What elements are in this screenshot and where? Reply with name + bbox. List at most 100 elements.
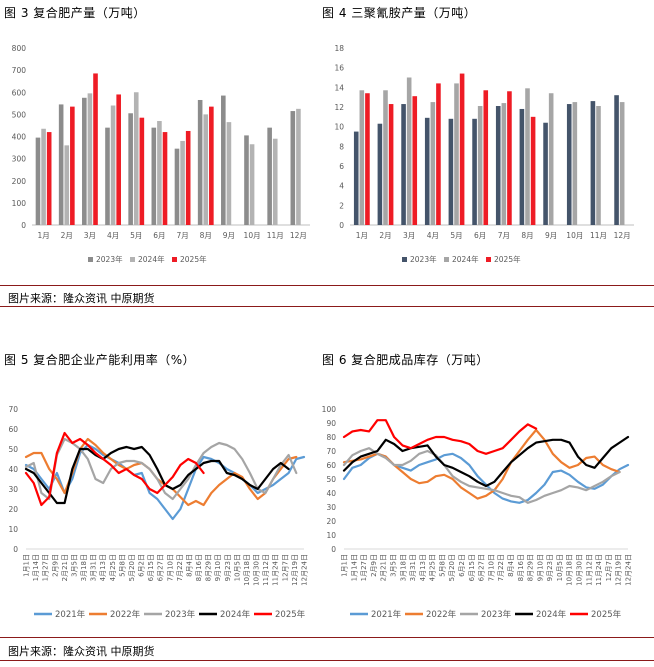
legend-label: 2024年 — [536, 609, 567, 620]
bar-2023年 — [377, 123, 383, 225]
bar-chart-compound-fertilizer-output: 0 100 200 300 400 500 600 700 800 1月 2月 3月 4月 5月 6月 7月 8… — [12, 44, 310, 264]
x-tick-label: 7月22日 — [176, 554, 184, 581]
bar-2024年 — [296, 108, 301, 225]
x-tick-label: 5月8日 — [118, 554, 126, 577]
x-tick-label: 11月12日 — [585, 554, 593, 586]
bar-2023年 — [174, 148, 180, 225]
x-tick-label: 4月13日 — [99, 554, 107, 581]
x-tick-label: 1月27日 — [360, 554, 368, 581]
x-tick-label: 9月23日 — [546, 554, 554, 581]
chart-title-fig4: 图 4 三聚氰胺产量（万吨） — [322, 6, 477, 20]
y-tick-label: 50 — [8, 445, 18, 454]
x-tick-label: 12月7日 — [281, 554, 289, 581]
bar-2024年 — [454, 83, 459, 226]
bar-2025年 — [507, 91, 512, 225]
x-tick-label: 8月29日 — [527, 554, 535, 581]
y-tick-label: 30 — [8, 485, 18, 494]
x-tick-label: 11月 — [590, 231, 607, 240]
x-tick-label: 3月31日 — [409, 554, 417, 581]
legend-label: 2022年 — [110, 609, 141, 620]
x-tick-label: 4月25日 — [109, 554, 117, 581]
legend-swatch-2025年 — [486, 257, 491, 262]
legend-swatch-2025年 — [172, 257, 177, 262]
bar-2023年 — [58, 104, 64, 225]
x-tick-label: 1月 — [37, 231, 49, 240]
bar-2023年 — [495, 106, 501, 225]
y-tick-label: 0 — [21, 221, 26, 230]
bar-2024年 — [477, 106, 483, 225]
x-tick-label: 9月23日 — [224, 554, 232, 581]
bar-2025年 — [365, 93, 370, 225]
x-tick-label: 5月20日 — [128, 554, 136, 581]
x-tick-label: 6月2日 — [458, 554, 466, 577]
legend-label: 2023年 — [410, 254, 437, 264]
x-tick-label: 12月19日 — [291, 554, 299, 586]
legend-label: 2025年 — [494, 254, 521, 264]
x-tick-label: 9月10日 — [214, 554, 222, 581]
bar-2025年 — [185, 130, 191, 225]
x-tick-label: 10月18日 — [566, 554, 574, 586]
x-tick-label: 8月16日 — [195, 554, 203, 581]
bar-2024年 — [64, 145, 70, 225]
x-tick-label: 9月 — [223, 231, 235, 240]
bar-2024年 — [226, 122, 232, 225]
bar-2024年 — [133, 92, 139, 225]
series-line-2023年 — [342, 447, 621, 504]
y-tick-label: 0 — [339, 221, 344, 230]
x-tick-label: 1月14日 — [32, 554, 40, 581]
x-tick-label: 7月 — [498, 231, 510, 240]
y-tick-label: 8 — [339, 142, 344, 151]
bar-2023年 — [566, 104, 572, 225]
bar-2025年 — [388, 104, 394, 225]
x-tick-label: 10月30日 — [576, 554, 584, 586]
legend-label: 2024年 — [220, 609, 251, 620]
x-tick-label: 12月 — [290, 231, 307, 240]
x-tick-label: 6月27日 — [478, 554, 486, 581]
x-tick-label: 11月 — [267, 231, 284, 240]
bar-2023年 — [448, 118, 454, 225]
bar-2023年 — [221, 95, 226, 225]
series-line-2024年 — [24, 445, 290, 505]
bar-2024年 — [249, 144, 255, 225]
bar-2025年 — [46, 132, 52, 225]
bar-2025年 — [459, 73, 465, 225]
legend-label: 2021年 — [371, 609, 402, 620]
x-tick-label: 12月 — [614, 231, 631, 240]
chart-title-fig3: 图 3 复合肥产量（万吨） — [4, 6, 146, 20]
bar-2025年 — [70, 106, 75, 225]
x-tick-label: 10月5日 — [556, 554, 564, 581]
x-tick-label: 10月 — [566, 231, 583, 240]
bar-chart-melamine-output: 0 2 4 6 8 10 12 14 16 18 1月 2月 3月 4月 5月 6月 7月 8月 9月 10月 11月 1… — [334, 44, 634, 264]
bar-2023年 — [82, 97, 87, 225]
y-tick-label: 100 — [12, 199, 27, 208]
y-tick-label: 20 — [326, 517, 336, 526]
bar-2023年 — [519, 108, 525, 225]
bar-2023年 — [197, 99, 203, 225]
y-tick-label: 18 — [334, 44, 344, 53]
y-tick-label: 500 — [12, 110, 27, 119]
x-tick-label: 5月8日 — [438, 554, 446, 577]
x-tick-label: 10月18日 — [243, 554, 251, 586]
x-tick-label: 3月 — [84, 231, 96, 240]
x-tick-label: 7月10日 — [487, 554, 495, 581]
x-tick-label: 5月20日 — [448, 554, 456, 581]
y-tick-label: 4 — [339, 182, 344, 191]
x-tick-label: 6月 — [474, 231, 486, 240]
x-tick-label: 7月 — [176, 231, 188, 240]
bar-2024年 — [619, 102, 625, 225]
bar-2024年 — [180, 140, 185, 225]
bar-2023年 — [267, 127, 272, 225]
bar-2025年 — [530, 116, 536, 225]
bar-2023年 — [35, 137, 41, 225]
bar-2023年 — [105, 127, 110, 225]
legend-label: 2022年 — [426, 609, 457, 620]
y-tick-label: 10 — [326, 531, 336, 540]
x-tick-label: 3月5日 — [70, 554, 78, 577]
bar-2023年 — [128, 113, 133, 225]
x-tick-label: 6月 — [153, 231, 165, 240]
x-tick-label: 5月 — [130, 231, 142, 240]
y-tick-label: 60 — [8, 425, 18, 434]
y-tick-label: 90 — [326, 419, 336, 428]
bar-2024年 — [572, 102, 578, 225]
